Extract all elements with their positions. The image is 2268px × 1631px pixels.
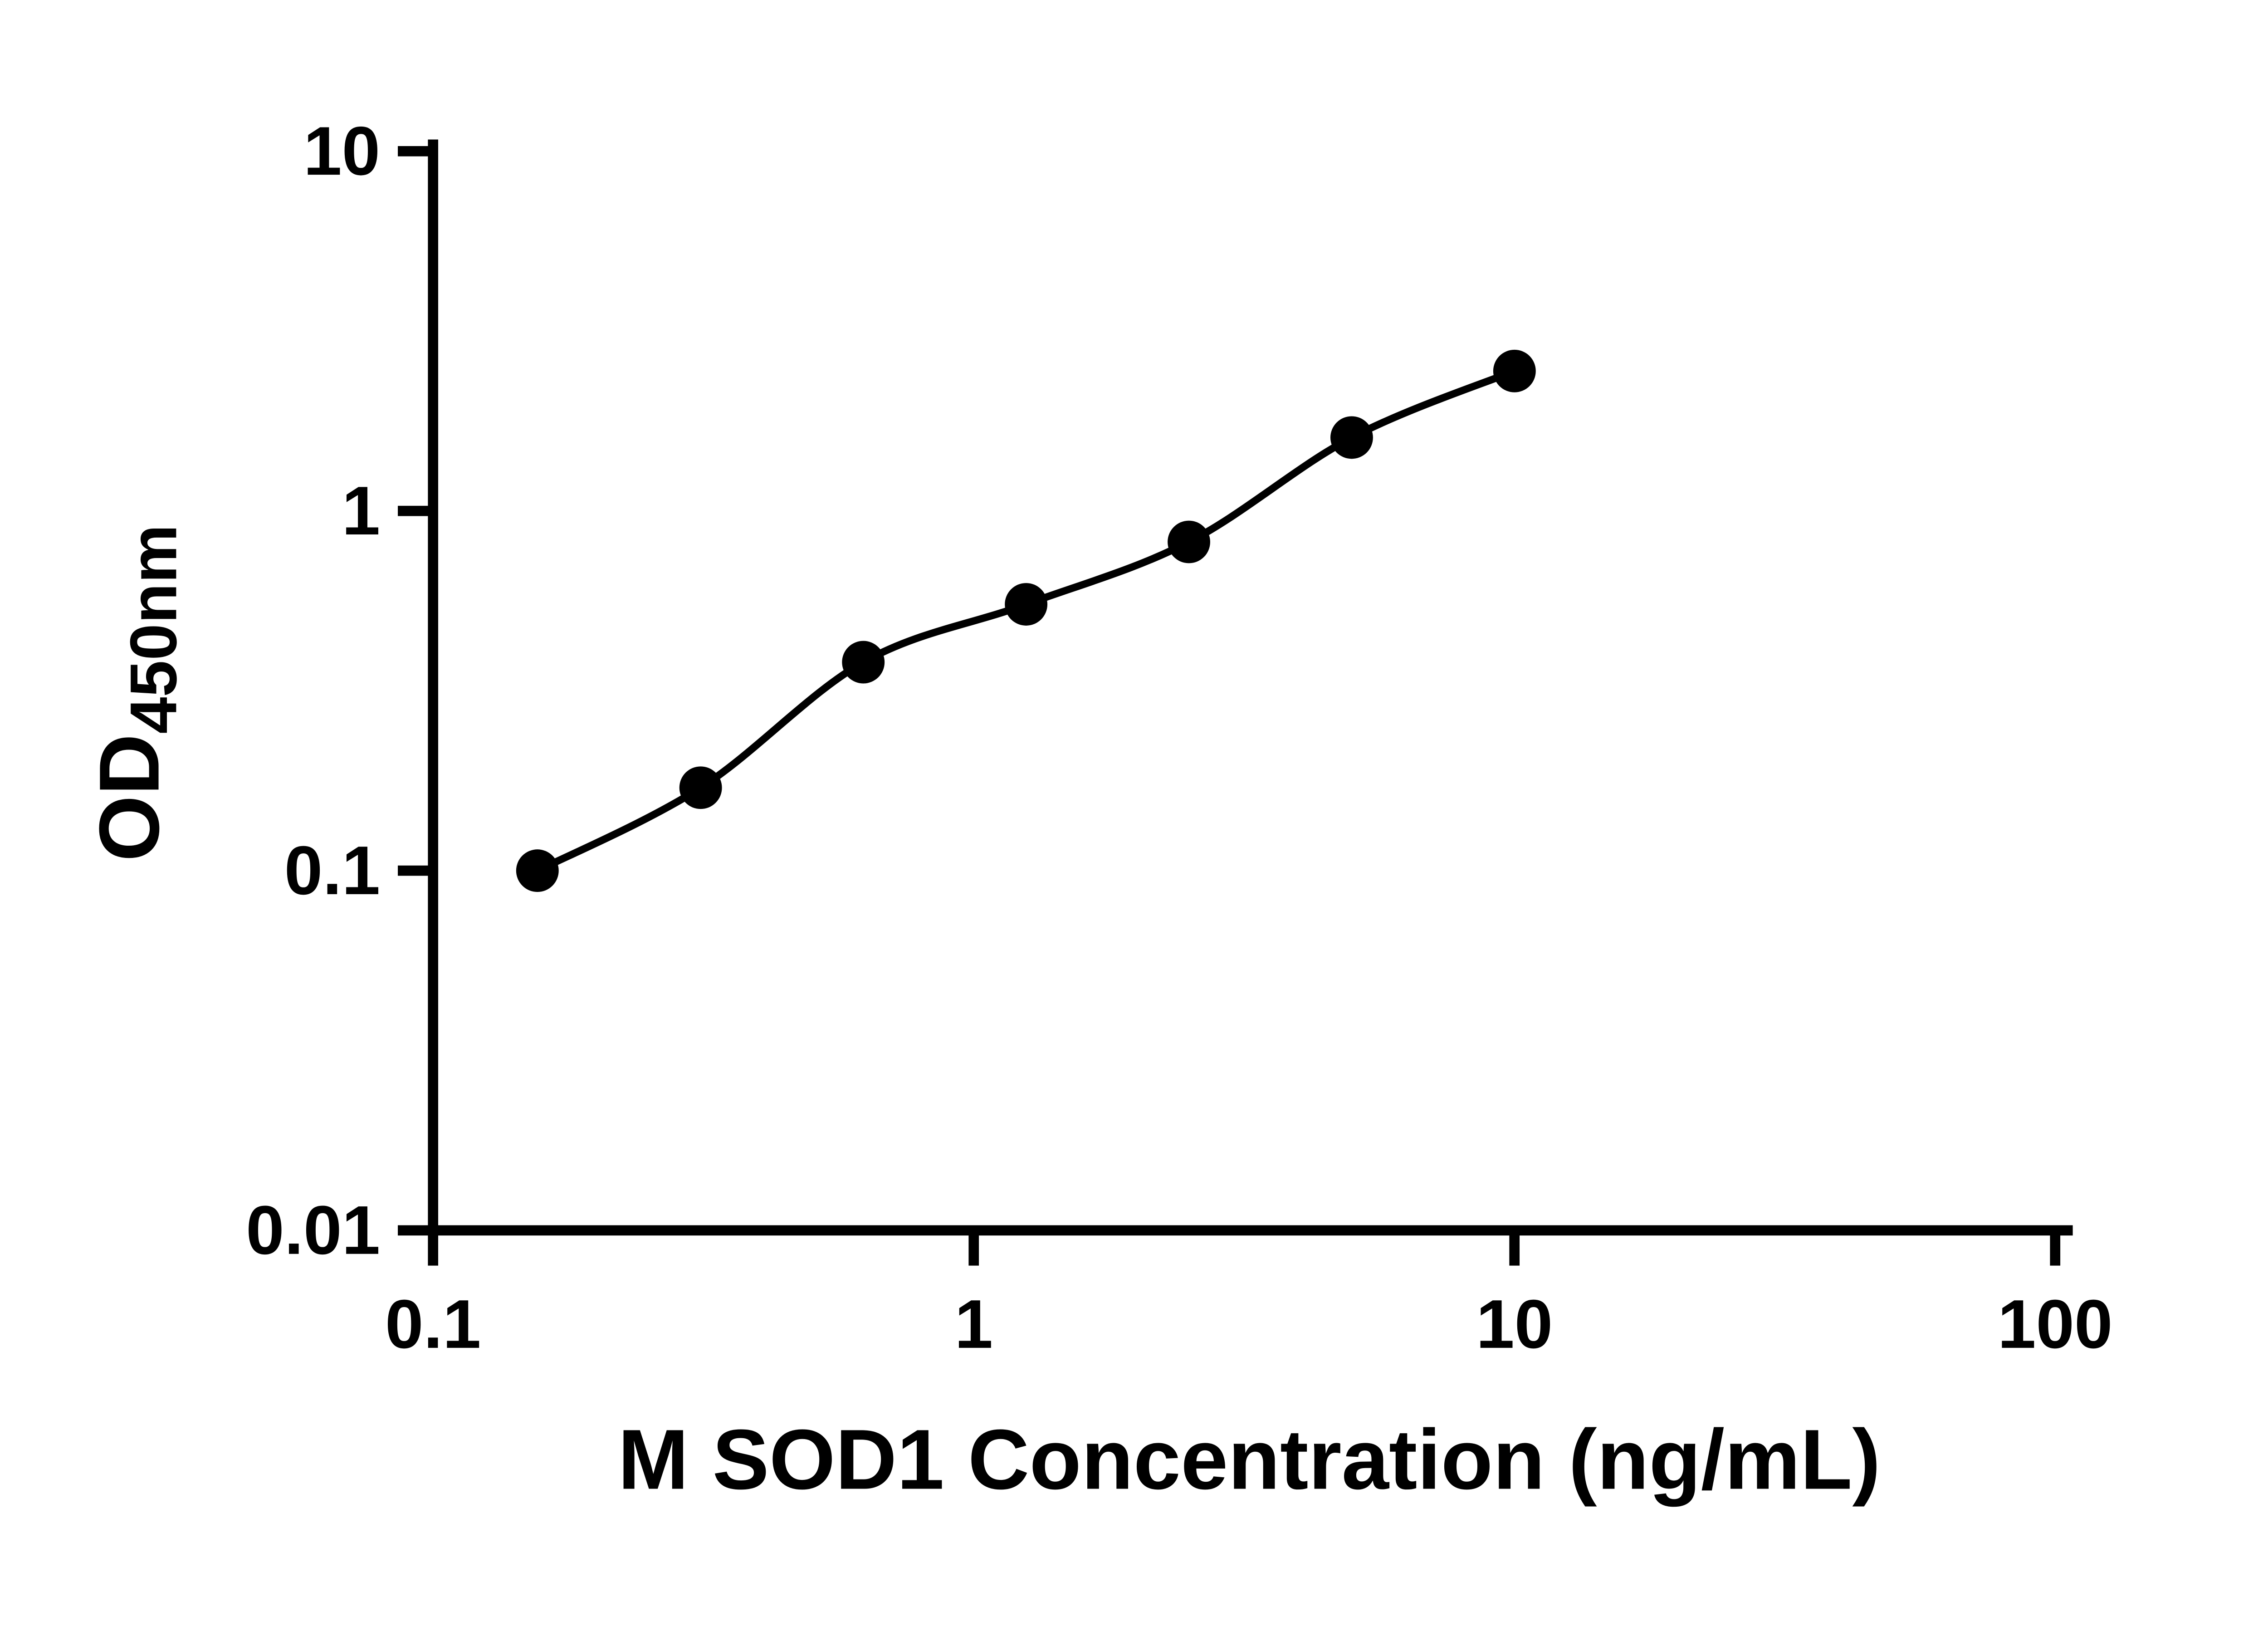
data-point <box>1330 416 1373 459</box>
x-tick-label: 10 <box>1476 1286 1553 1363</box>
data-point <box>1005 583 1048 626</box>
x-axis-title: M SOD1 Concentration (ng/mL) <box>618 1412 1881 1507</box>
y-tick-label: 0.1 <box>284 832 380 909</box>
x-tick-label: 100 <box>1998 1286 2113 1363</box>
data-point <box>1168 520 1210 563</box>
standard-curve-chart: 0.1 1 10 100 0.01 0.1 1 10 M SOD1 Concentration… <box>81 113 2113 1507</box>
data-point <box>679 766 722 809</box>
y-axis-title: OD450nm <box>82 524 191 862</box>
y-tick-label: 1 <box>342 472 381 549</box>
x-tick-label: 0.1 <box>385 1286 481 1363</box>
data-point <box>1493 349 1536 392</box>
y-axis-title-main: OD <box>82 734 177 862</box>
y-axis-title-subscript: 450nm <box>116 524 190 734</box>
data-point <box>516 849 559 892</box>
y-tick-label: 10 <box>303 113 380 190</box>
data-point <box>842 641 885 684</box>
x-tick-label: 1 <box>954 1286 993 1363</box>
y-tick-label: 0.01 <box>246 1192 380 1269</box>
